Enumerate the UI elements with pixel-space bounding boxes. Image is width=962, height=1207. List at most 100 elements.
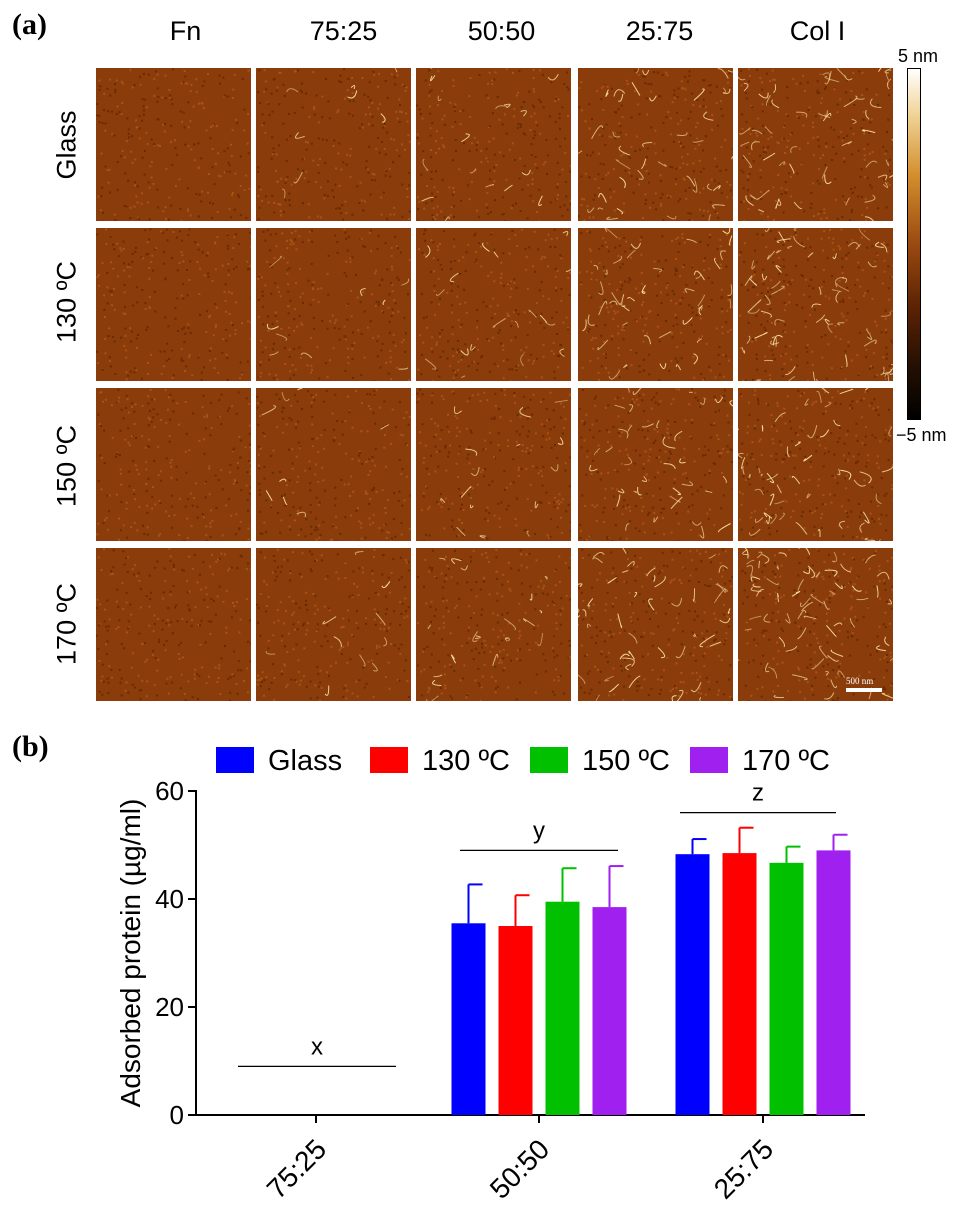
afm-speckle — [121, 82, 124, 85]
afm-fibre — [712, 204, 725, 209]
afm-speckle — [162, 251, 165, 254]
afm-fibre — [855, 243, 862, 250]
afm-speckle — [115, 113, 118, 115]
afm-speckle — [809, 510, 812, 513]
afm-speckle — [790, 358, 793, 361]
afm-speckle — [343, 68, 346, 70]
afm-speckle — [152, 486, 155, 488]
afm-speckle — [765, 246, 768, 249]
afm-speckle — [280, 639, 283, 642]
afm-speckle — [319, 699, 322, 702]
afm-speckle — [152, 143, 155, 146]
afm-speckle — [192, 105, 195, 108]
afm-speckle — [444, 446, 447, 449]
afm-speckle — [888, 365, 891, 368]
afm-speckle — [749, 516, 752, 519]
afm-speckle — [157, 534, 160, 537]
afm-fibre — [641, 423, 654, 428]
afm-speckle — [495, 556, 498, 559]
afm-speckle — [406, 188, 409, 190]
afm-speckle — [454, 371, 456, 374]
afm-speckle — [353, 341, 356, 344]
afm-speckle — [271, 136, 274, 139]
afm-speckle — [831, 396, 834, 399]
afm-speckle — [607, 471, 610, 474]
afm-speckle — [563, 83, 566, 85]
afm-speckle — [703, 474, 706, 477]
afm-speckle — [553, 377, 556, 380]
afm-fibre — [382, 299, 386, 305]
afm-speckle — [226, 234, 229, 236]
afm-speckle — [358, 679, 361, 682]
afm-speckle — [225, 504, 227, 507]
afm-speckle — [305, 685, 308, 688]
afm-fibre — [297, 386, 304, 391]
afm-speckle — [567, 656, 570, 659]
afm-speckle — [868, 152, 871, 155]
afm-speckle — [245, 568, 248, 571]
afm-speckle — [570, 499, 573, 502]
afm-speckle — [348, 235, 350, 238]
afm-fibre — [746, 335, 751, 344]
afm-speckle — [636, 177, 639, 180]
afm-speckle — [715, 165, 718, 168]
afm-fibre — [865, 109, 870, 120]
afm-speckle — [770, 136, 773, 138]
afm-speckle — [673, 482, 676, 484]
afm-speckle — [348, 112, 351, 115]
afm-speckle — [750, 105, 753, 107]
afm-speckle — [257, 453, 260, 456]
afm-speckle — [745, 462, 748, 465]
afm-speckle — [796, 407, 799, 410]
afm-fibre — [300, 352, 313, 359]
afm-speckle — [209, 347, 212, 350]
afm-speckle — [310, 405, 313, 408]
afm-speckle — [197, 356, 200, 359]
afm-speckle — [815, 400, 818, 403]
afm-speckle — [171, 377, 174, 379]
afm-speckle — [285, 160, 288, 162]
afm-speckle — [857, 374, 860, 377]
afm-speckle — [258, 679, 261, 681]
afm-speckle — [604, 497, 606, 500]
afm-speckle — [678, 436, 681, 439]
afm-speckle — [256, 679, 259, 682]
afm-speckle — [689, 529, 692, 532]
afm-speckle — [268, 113, 271, 116]
afm-speckle — [310, 570, 313, 573]
afm-speckle — [145, 482, 148, 485]
afm-speckle — [114, 88, 117, 91]
afm-speckle — [505, 68, 508, 71]
afm-speckle — [481, 608, 484, 611]
afm-speckle — [388, 331, 391, 334]
afm-speckle — [622, 338, 625, 341]
afm-speckle — [757, 399, 760, 402]
afm-speckle — [315, 559, 318, 562]
afm-speckle — [278, 103, 281, 106]
afm-speckle — [847, 251, 850, 254]
afm-speckle — [497, 502, 500, 505]
afm-speckle — [399, 110, 401, 113]
afm-speckle — [176, 236, 178, 239]
afm-speckle — [277, 619, 280, 622]
afm-speckle — [349, 260, 352, 263]
afm-speckle — [845, 257, 848, 260]
afm-speckle — [334, 393, 337, 396]
afm-speckle — [482, 448, 485, 451]
afm-speckle — [619, 281, 622, 283]
afm-speckle — [849, 404, 852, 407]
afm-fibre — [743, 82, 749, 92]
afm-speckle — [519, 210, 522, 213]
afm-speckle — [533, 112, 536, 115]
afm-speckle — [599, 305, 602, 308]
afm-speckle — [842, 301, 845, 303]
afm-speckle — [418, 200, 421, 203]
afm-speckle — [371, 456, 374, 459]
afm-speckle — [866, 390, 869, 393]
afm-speckle — [699, 208, 701, 211]
afm-speckle — [694, 281, 697, 284]
afm-speckle — [623, 329, 626, 332]
afm-speckle — [625, 79, 628, 82]
afm-speckle — [402, 339, 405, 342]
afm-speckle — [746, 189, 749, 192]
